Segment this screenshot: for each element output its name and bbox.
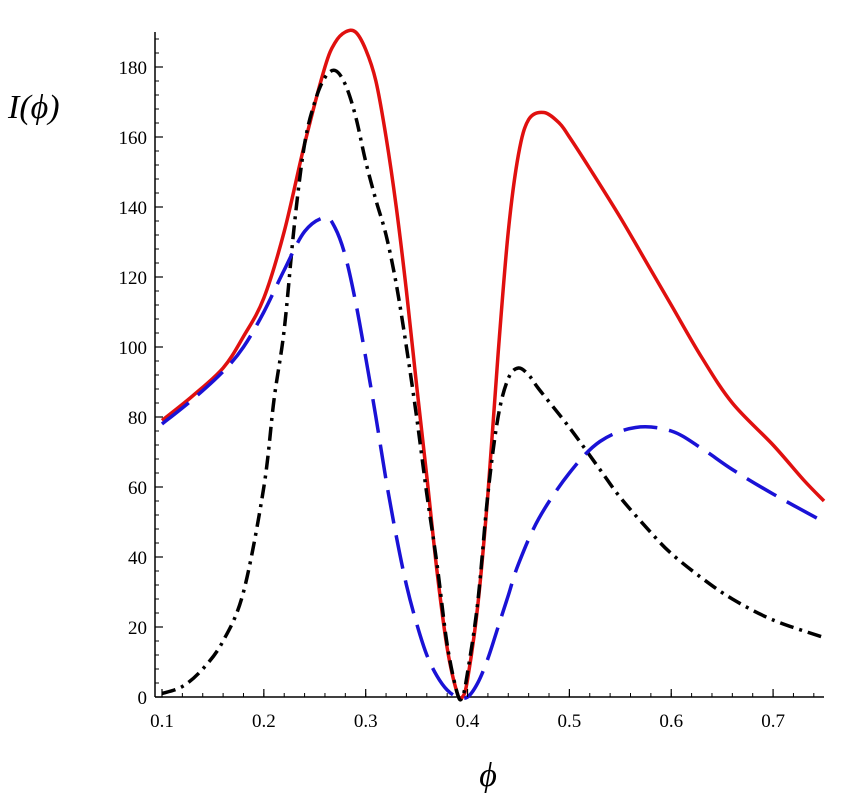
y-tick-label: 100 xyxy=(119,338,148,359)
x-tick-label: 0.7 xyxy=(761,711,785,732)
x-tick-label: 0.6 xyxy=(659,711,683,732)
series-line-3 xyxy=(160,215,825,701)
series-line-1 xyxy=(160,28,826,701)
y-tick-label: 80 xyxy=(128,408,147,429)
y-tick-label: 160 xyxy=(119,128,148,149)
ticks: 0.1 0.2 0.3 0.4 0.5 0.6 0.7 0 20 40 60 80 100 120 140 1… xyxy=(119,38,815,732)
y-tick-label: 20 xyxy=(128,618,147,639)
x-tick-label: 0.3 xyxy=(354,711,378,732)
axes xyxy=(154,32,824,698)
x-tick-label: 0.5 xyxy=(558,711,582,732)
x-axis-title: ϕ xyxy=(479,757,497,794)
y-axis-title: I(ϕ) xyxy=(7,89,60,126)
y-tick-label: 180 xyxy=(119,58,148,79)
y-tick-label: 0 xyxy=(138,688,148,709)
y-tick-label: 120 xyxy=(119,268,148,289)
series-line-2 xyxy=(161,68,825,702)
x-tick-label: 0.4 xyxy=(456,711,480,732)
x-tick-label: 0.2 xyxy=(252,711,276,732)
x-tick-label: 0.1 xyxy=(150,711,174,732)
series-layer xyxy=(160,28,826,702)
y-tick-label: 60 xyxy=(128,478,147,499)
y-tick-label: 40 xyxy=(128,548,147,569)
y-tick-label: 140 xyxy=(119,198,148,219)
